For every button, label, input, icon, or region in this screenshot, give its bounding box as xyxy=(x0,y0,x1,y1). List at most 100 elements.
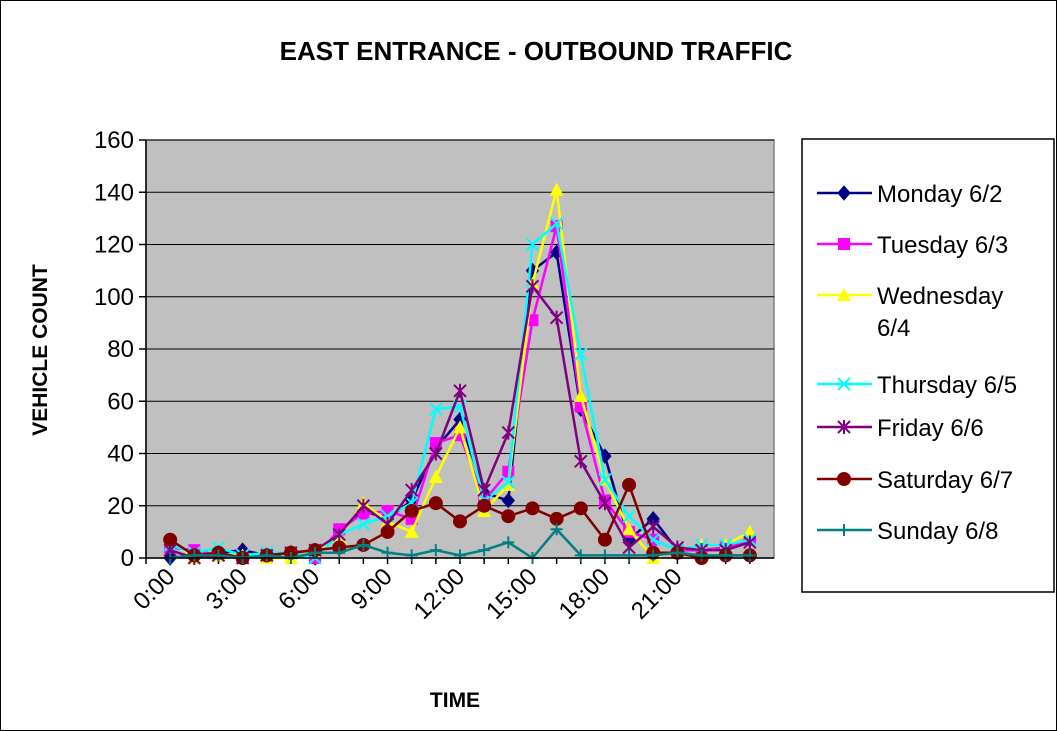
data-point xyxy=(380,524,395,539)
legend-item: Tuesday 6/3 xyxy=(817,232,1008,259)
x-tick-label: 12:00 xyxy=(409,563,471,625)
data-point xyxy=(333,546,346,559)
x-tick-label: 9:00 xyxy=(346,563,398,615)
data-point xyxy=(574,347,588,361)
legend-item: Wednesday 6/4 xyxy=(817,283,1003,342)
x-tick-label: 15:00 xyxy=(481,563,543,625)
y-axis-ticks: 0 20 40 60 80 100 120 140 160 xyxy=(94,127,146,572)
data-point xyxy=(597,532,612,547)
legend-item: Sunday 6/8 xyxy=(817,518,998,545)
data-point xyxy=(309,546,322,559)
data-point xyxy=(743,549,756,562)
data-point xyxy=(453,420,467,434)
legend-box xyxy=(801,138,1055,593)
x-axis-title: TIME xyxy=(430,689,480,712)
data-point xyxy=(574,549,587,562)
data-point xyxy=(549,310,564,325)
data-point xyxy=(429,544,442,557)
data-point xyxy=(357,538,370,551)
data-point xyxy=(525,237,540,252)
legend-marker xyxy=(837,420,851,434)
data-point xyxy=(356,517,371,531)
y-tick-label: 160 xyxy=(94,127,134,154)
legend-label: Thursday 6/5 xyxy=(877,372,1017,399)
data-point xyxy=(622,509,636,523)
y-tick-label: 20 xyxy=(107,493,134,520)
data-point xyxy=(428,470,443,484)
data-point xyxy=(163,532,178,547)
data-point xyxy=(429,446,443,461)
data-point xyxy=(501,492,515,509)
legend-marker xyxy=(838,238,850,250)
data-point xyxy=(671,546,684,559)
data-point xyxy=(646,519,660,534)
data-point xyxy=(501,425,516,440)
data-point xyxy=(623,549,636,562)
legend-item: Friday 6/6 xyxy=(817,415,984,442)
data-point xyxy=(356,498,371,513)
data-point xyxy=(742,524,757,538)
x-tick-label: 3:00 xyxy=(201,563,253,615)
x-axis-ticks: 0:00 3:00 6:00 9:00 12:00 15:00 18:00 21:00 xyxy=(128,558,751,625)
data-point xyxy=(647,549,660,562)
data-point xyxy=(502,536,515,549)
legend-marker xyxy=(837,472,851,486)
y-tick-label: 40 xyxy=(107,441,134,468)
data-point xyxy=(501,509,516,524)
data-point xyxy=(404,503,419,518)
y-axis-title: VEHICLE COUNT xyxy=(29,264,52,436)
legend-item: Monday 6/2 xyxy=(817,181,1002,208)
legend-label: Tuesday 6/3 xyxy=(877,232,1008,259)
x-tick-label: 18:00 xyxy=(554,563,616,625)
legend-item: Saturday 6/7 xyxy=(817,467,1013,494)
data-point xyxy=(622,477,637,492)
data-point xyxy=(405,549,418,562)
legend-label: Friday 6/6 xyxy=(877,415,984,442)
y-tick-label: 120 xyxy=(94,232,134,259)
y-tick-label: 140 xyxy=(94,179,134,206)
chart-title: EAST ENTRANCE - OUTBOUND TRAFFIC xyxy=(280,36,793,66)
data-point xyxy=(525,279,540,294)
data-point xyxy=(501,477,516,491)
data-point xyxy=(549,511,564,526)
data-point xyxy=(332,527,346,542)
y-tick-label: 100 xyxy=(94,284,134,311)
legend-label: Sunday 6/8 xyxy=(877,518,998,545)
data-point xyxy=(743,535,757,550)
data-point xyxy=(404,524,419,538)
data-point xyxy=(598,472,612,487)
data-point xyxy=(478,544,491,557)
y-tick-label: 60 xyxy=(107,388,134,415)
data-point xyxy=(381,504,394,517)
data-point xyxy=(574,454,588,469)
data-point xyxy=(260,549,273,562)
legend-marker xyxy=(837,185,851,201)
legend-marker xyxy=(837,288,851,301)
data-point xyxy=(598,496,612,511)
legend-marker xyxy=(837,377,851,391)
data-point xyxy=(549,216,564,231)
series-6 xyxy=(164,523,756,564)
legend-label: Saturday 6/7 xyxy=(877,467,1013,494)
data-point xyxy=(381,546,394,559)
data-point xyxy=(598,549,611,562)
data-point xyxy=(477,483,491,498)
data-point xyxy=(719,549,732,562)
data-point xyxy=(622,522,637,536)
data-point xyxy=(549,182,564,196)
data-point xyxy=(550,523,563,536)
data-point xyxy=(453,514,467,529)
legend-marker xyxy=(838,524,850,536)
data-point xyxy=(477,498,492,513)
y-tick-label: 0 xyxy=(121,545,134,572)
data-point xyxy=(428,496,443,511)
legend-item: Thursday 6/5 xyxy=(817,372,1017,399)
legend-label: Monday 6/2 xyxy=(877,181,1002,208)
gridlines xyxy=(146,139,774,507)
legend-label: Wednesday 6/4 xyxy=(877,283,1003,342)
data-point xyxy=(573,389,588,403)
data-point xyxy=(501,475,516,489)
data-point xyxy=(404,483,419,498)
x-tick-label: 0:00 xyxy=(128,563,180,615)
data-point xyxy=(454,549,466,562)
